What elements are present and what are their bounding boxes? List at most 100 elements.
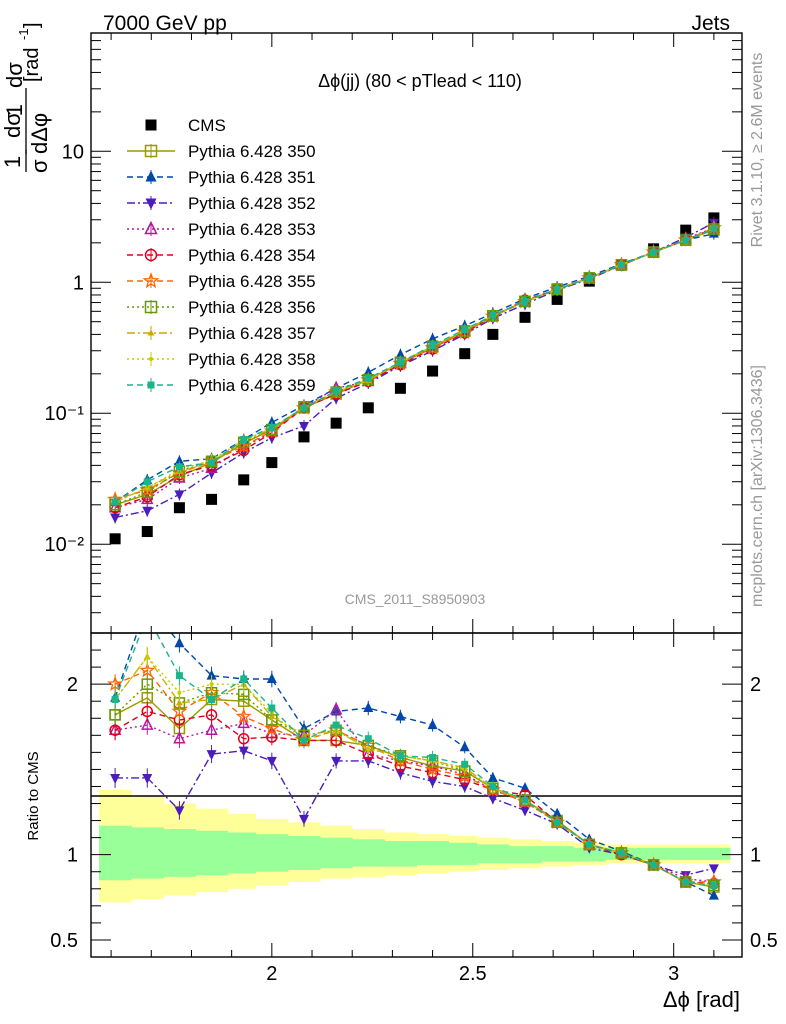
legend-label: Pythia 6.428 350: [188, 142, 316, 161]
legend-marker: [149, 357, 153, 361]
data-point: [142, 773, 153, 784]
data-point: [583, 838, 596, 851]
ratio-plot-frame: [90, 632, 743, 958]
legend-label: Pythia 6.428 353: [188, 220, 316, 239]
data-point: [206, 669, 217, 680]
data-point: [489, 782, 497, 790]
legend-entry: Pythia 6.428 357: [127, 324, 316, 343]
data-point: [206, 750, 217, 761]
data-point: [682, 236, 690, 244]
data-point: [144, 612, 151, 619]
band-inner-segment: [637, 847, 671, 860]
data-point: [142, 506, 153, 517]
legend-label: Pythia 6.428 358: [188, 350, 316, 369]
data-point: [174, 455, 185, 466]
band-inner-segment: [131, 827, 164, 879]
data-point: [298, 431, 310, 443]
data-point: [553, 818, 561, 826]
data-point: [647, 859, 660, 871]
ratio-y-axis-label: Ratio to CMS: [25, 751, 42, 840]
data-point: [617, 261, 625, 269]
legend-label: Pythia 6.428 354: [188, 246, 316, 265]
data-point: [206, 493, 218, 505]
band-inner-segment: [320, 837, 353, 869]
data-point: [363, 756, 374, 767]
data-point: [268, 423, 276, 431]
y-tick-label: 1: [73, 272, 84, 294]
data-point: [266, 756, 277, 767]
main-title: Δϕ(jj) (80 < pTlead < 110): [318, 71, 522, 91]
legend-entry: Pythia 6.428 359: [127, 376, 316, 395]
legend-entry: Pythia 6.428 355: [127, 272, 316, 291]
data-point: [459, 782, 470, 793]
data-point: [362, 402, 374, 414]
data-point: [141, 526, 153, 538]
svg-text:1: 1: [2, 104, 27, 116]
svg-text:-1: -1: [16, 28, 31, 40]
data-point: [552, 807, 563, 818]
data-point: [332, 721, 340, 729]
legend-marker: [144, 220, 158, 235]
ratio-series-line: [114, 633, 714, 887]
data-point: [240, 675, 248, 683]
svg-text:[rad: [rad: [21, 48, 43, 82]
data-point: [298, 421, 309, 432]
data-point: [109, 724, 121, 736]
band-inner-segment: [573, 847, 606, 862]
watermark: CMS_2011_S8950903: [345, 591, 486, 607]
svg-text:dσ: dσ: [0, 112, 25, 138]
data-point: [174, 637, 185, 648]
y-tick-label: 10⁻¹: [45, 403, 85, 425]
legend-marker: [145, 119, 157, 131]
data-point: [240, 436, 248, 444]
y-tick-label: 2: [750, 674, 761, 696]
data-point: [363, 702, 374, 713]
legend-marker: [144, 300, 158, 314]
legend: CMS Pythia 6.428 350 Pythia 6.428 351 Pythi…: [127, 116, 316, 395]
data-point: [363, 366, 374, 377]
band-inner-segment: [669, 847, 703, 860]
y-tick-label: 2: [67, 674, 78, 696]
band-inner-segment: [99, 825, 132, 881]
data-point: [110, 773, 121, 784]
data-point: [175, 672, 183, 680]
data-point: [424, 761, 441, 777]
data-point: [205, 460, 218, 474]
data-point: [238, 746, 249, 757]
main-plot-series: [107, 212, 722, 545]
ratio-series-line: [114, 633, 715, 897]
band-inner-segment: [701, 847, 731, 860]
band-inner-segment: [541, 846, 574, 862]
data-point: [680, 224, 692, 236]
data-point: [427, 365, 439, 377]
legend-entry: Pythia 6.428 351: [127, 168, 316, 187]
data-point: [174, 806, 185, 817]
data-point: [173, 731, 186, 744]
y-tick-label: 1: [67, 845, 78, 867]
mcplots-label: mcplots.cern.ch [arXiv:1306.3436]: [749, 365, 766, 607]
legend-marker: [144, 248, 158, 262]
data-point: [429, 753, 437, 761]
ratio-series-line: [114, 655, 714, 887]
header-right: Jets: [691, 12, 730, 35]
data-point: [266, 457, 278, 469]
legend-marker: [147, 329, 155, 336]
ratio-series-9: [111, 612, 718, 889]
data-point: [266, 673, 277, 684]
data-point: [429, 341, 437, 349]
legend-entry: Pythia 6.428 356: [127, 298, 316, 317]
data-point: [109, 709, 121, 721]
data-point: [141, 705, 154, 718]
data-point: [394, 382, 406, 394]
legend-label: Pythia 6.428 357: [188, 324, 316, 343]
data-point: [710, 225, 718, 233]
data-point: [109, 533, 121, 545]
data-point: [107, 675, 124, 691]
data-point: [300, 736, 308, 744]
data-point: [145, 654, 150, 659]
data-point: [396, 358, 404, 366]
data-point: [208, 459, 216, 467]
x-axis-label: Δϕ [rad]: [663, 987, 740, 1012]
data-point: [142, 596, 152, 606]
data-point: [329, 702, 343, 715]
